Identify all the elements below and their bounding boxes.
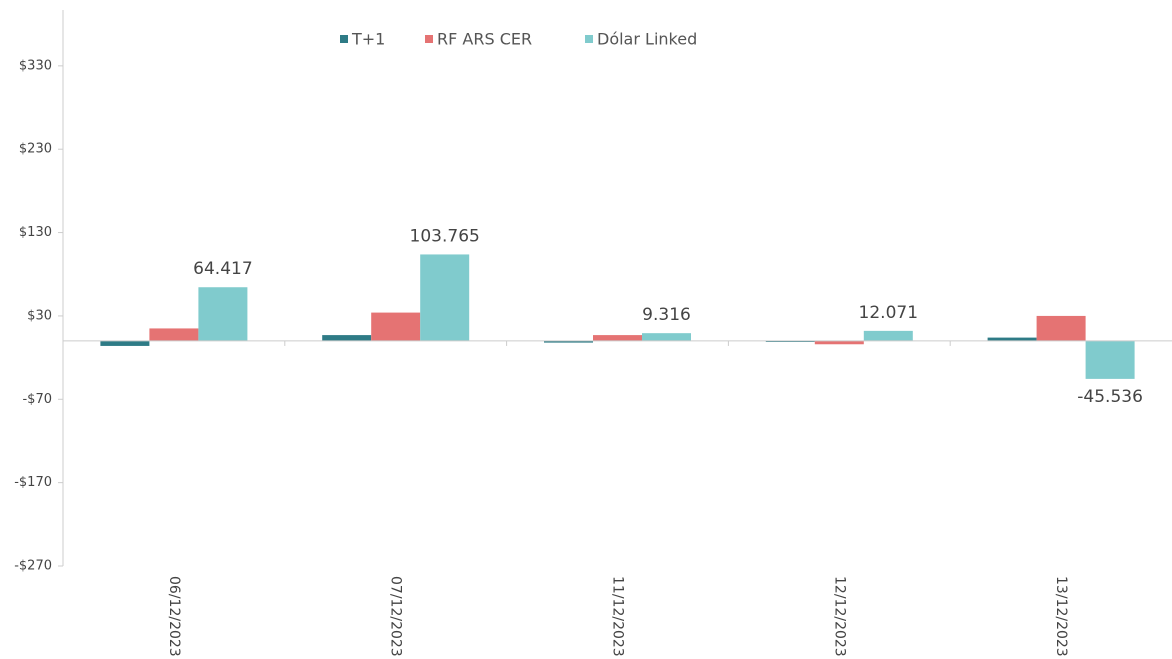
x-tick-label: 13/12/2023 <box>1053 576 1069 657</box>
bar <box>420 254 470 341</box>
legend-swatch <box>585 35 593 43</box>
y-tick-label: $230 <box>19 142 52 157</box>
bar <box>544 340 593 343</box>
y-tick-label: $30 <box>27 308 52 323</box>
bar <box>1036 315 1086 341</box>
bar <box>814 340 864 345</box>
data-label: 9.316 <box>642 305 691 325</box>
y-tick-label: -$270 <box>14 559 52 574</box>
bar <box>198 287 248 341</box>
bar <box>642 333 691 341</box>
y-tick-label: -$170 <box>14 475 52 490</box>
bar <box>987 337 1037 341</box>
bar <box>149 328 199 341</box>
x-tick-label: 07/12/2023 <box>388 576 404 657</box>
data-label: 12.071 <box>859 303 918 323</box>
bar <box>322 335 372 341</box>
y-tick-label: $130 <box>19 225 52 240</box>
x-tick-label: 06/12/2023 <box>166 576 182 657</box>
y-tick-label: -$70 <box>22 392 52 407</box>
legend-label: Dólar Linked <box>597 30 697 49</box>
x-tick-label: 11/12/2023 <box>610 576 626 657</box>
bar <box>1085 340 1135 379</box>
legend-swatch <box>340 35 348 43</box>
data-label: -45.536 <box>1077 387 1143 407</box>
data-label: 64.417 <box>193 259 252 279</box>
data-label: 103.765 <box>410 226 480 246</box>
legend-label: T+1 <box>351 30 385 49</box>
bar <box>371 312 421 341</box>
bar <box>593 335 642 341</box>
x-tick-label: 12/12/2023 <box>831 576 847 657</box>
y-tick-label: $330 <box>19 58 52 73</box>
legend-label: RF ARS CER <box>437 30 532 49</box>
legend-swatch <box>425 35 433 43</box>
bar <box>863 330 913 341</box>
bar <box>100 340 150 346</box>
